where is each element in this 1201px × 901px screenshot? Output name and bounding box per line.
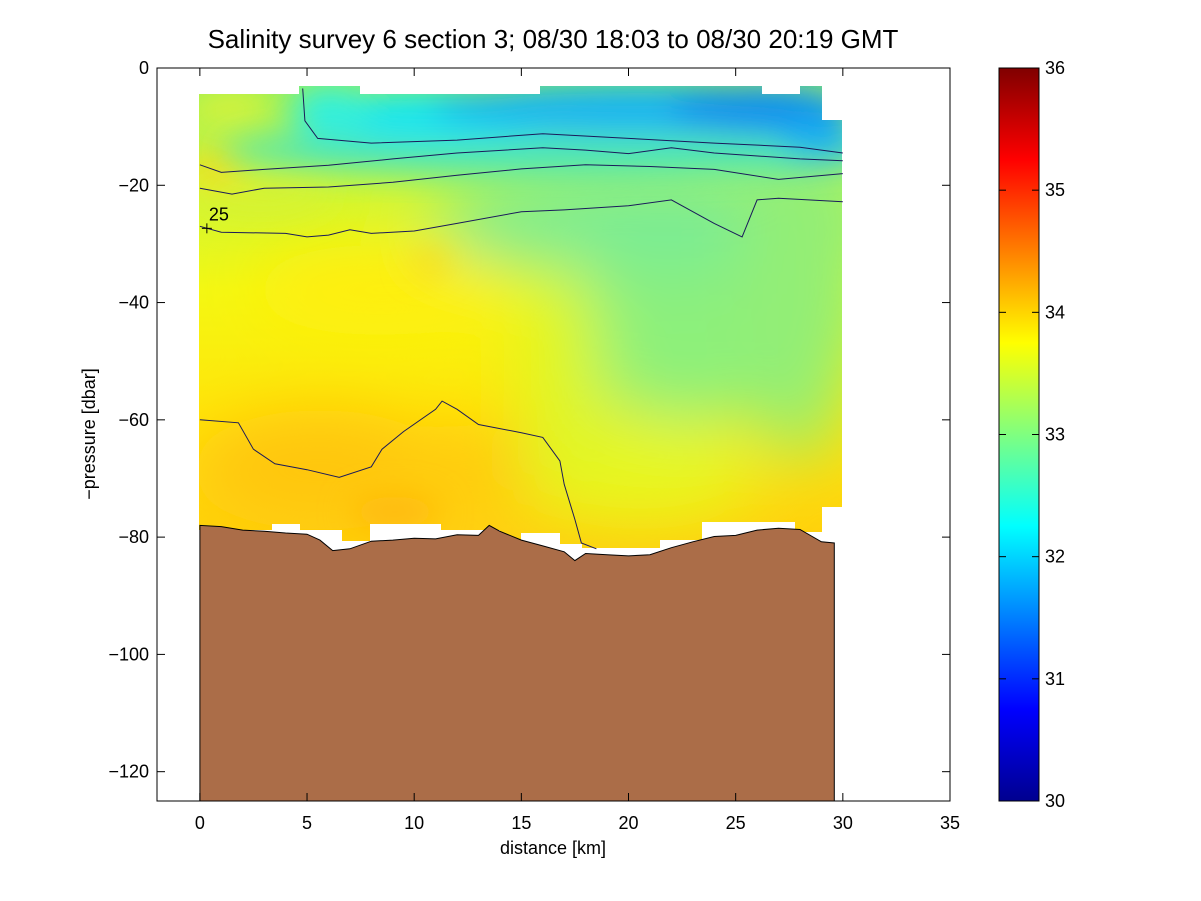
y-axis: 0 −20 −40 −60 −80 −100 −120 (108, 58, 950, 782)
x-tick-label: 35 (940, 813, 960, 833)
colorbar-tick-label: 34 (1045, 302, 1065, 322)
colorbar-tick-label: 32 (1045, 547, 1065, 567)
x-tick-label: 10 (404, 813, 424, 833)
y-tick-label: −80 (118, 527, 149, 547)
y-tick-label: −120 (108, 762, 149, 782)
x-axis-label: distance [km] (500, 838, 606, 858)
contour-line (199, 197, 843, 238)
x-axis: 0 5 10 15 20 25 30 35 (195, 68, 960, 833)
contour-lines: 25 (199, 88, 843, 550)
x-tick-label: 15 (511, 813, 531, 833)
y-tick-label: −60 (118, 410, 149, 430)
y-tick-label: −20 (118, 175, 149, 195)
colorbar: 30 31 32 33 34 35 36 (998, 58, 1065, 811)
contour-line (199, 147, 843, 173)
y-axis-label: −pressure [dbar] (79, 368, 99, 500)
seafloor-bathymetry (199, 524, 835, 801)
x-tick-label: 20 (618, 813, 638, 833)
contour-line (199, 400, 597, 550)
x-tick-label: 5 (302, 813, 312, 833)
contour-line (199, 164, 843, 195)
colorbar-tick-label: 36 (1045, 58, 1065, 78)
chart-title: Salinity survey 6 section 3; 08/30 18:03… (208, 24, 899, 54)
x-tick-label: 30 (833, 813, 853, 833)
y-tick-label: 0 (139, 58, 149, 78)
y-tick-label: −40 (118, 293, 149, 313)
contour-label: 25 (209, 204, 229, 224)
plot-frame (156, 67, 951, 802)
contour-line (302, 88, 843, 154)
x-tick-label: 25 (726, 813, 746, 833)
colorbar-tick-label: 30 (1045, 791, 1065, 811)
x-tick-label: 0 (195, 813, 205, 833)
colorbar-tick-label: 31 (1045, 669, 1065, 689)
y-tick-label: −100 (108, 644, 149, 664)
colorbar-ticks: 30 31 32 33 34 35 36 (999, 58, 1065, 811)
plot-area: 25 (157, 68, 950, 801)
colorbar-tick-label: 33 (1045, 425, 1065, 445)
colorbar-tick-label: 35 (1045, 180, 1065, 200)
